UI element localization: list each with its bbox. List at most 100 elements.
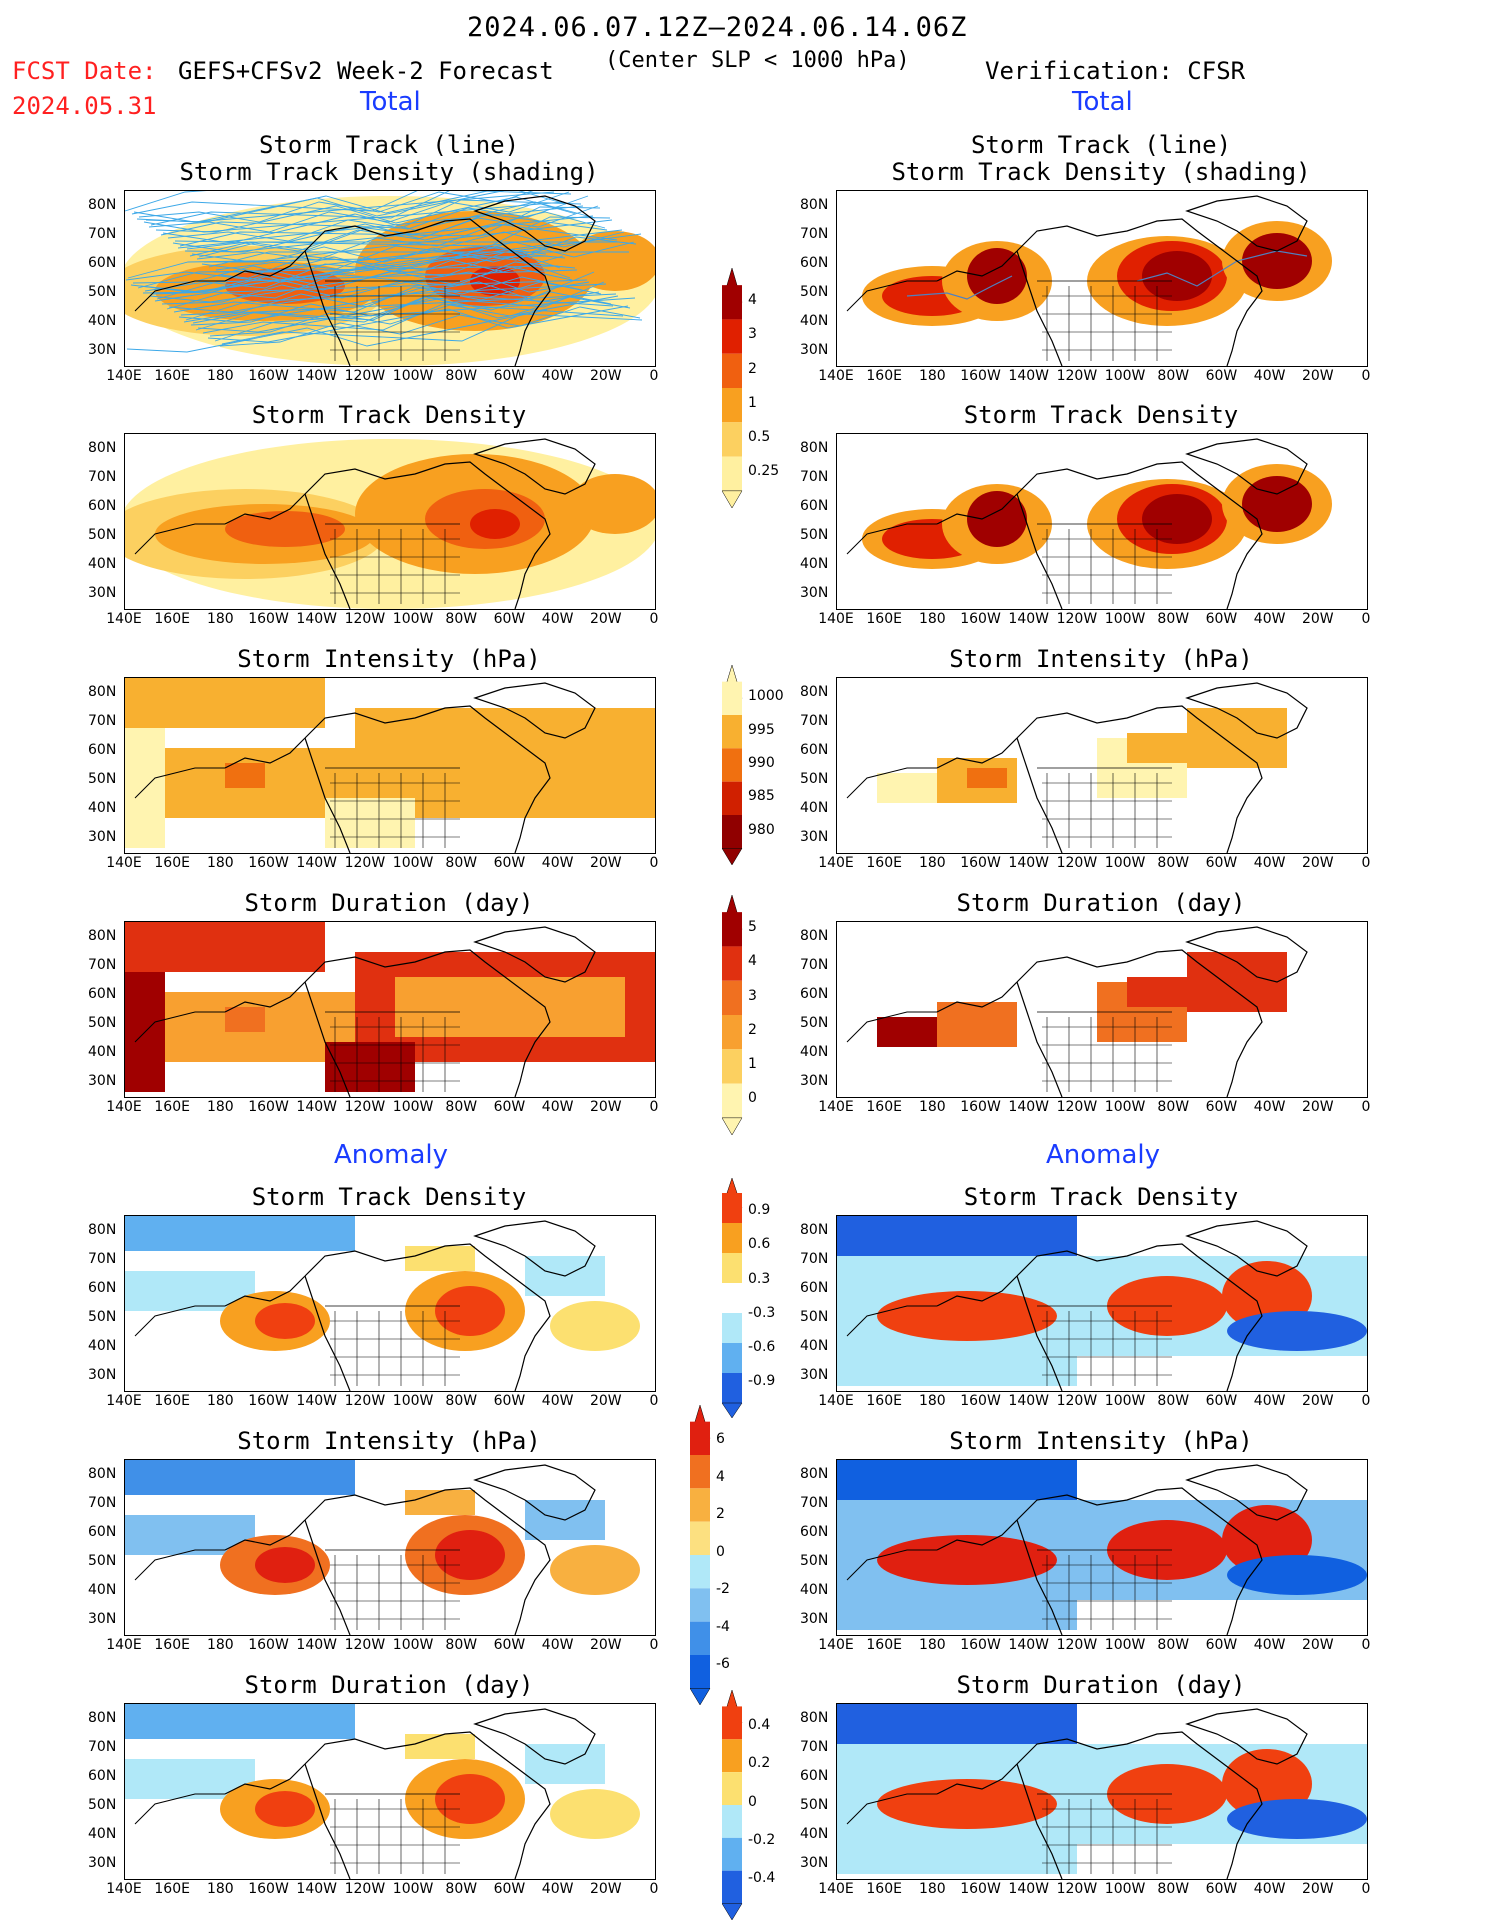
colorbar-segment bbox=[690, 1455, 710, 1489]
lat-label: 50N bbox=[800, 527, 829, 543]
map-line bbox=[134, 767, 225, 799]
lat-label: 70N bbox=[88, 713, 117, 729]
lon-label: 40W bbox=[1253, 1637, 1286, 1653]
lon-label: 140W bbox=[296, 1637, 338, 1653]
colorbar-label: -6 bbox=[716, 1656, 730, 1673]
panel-title: Storm Intensity (hPa) bbox=[949, 645, 1253, 673]
panel-title: Storm Track Density bbox=[963, 401, 1239, 429]
lon-label: 160E bbox=[866, 368, 902, 384]
colorbar-segment bbox=[722, 1343, 742, 1373]
map-line bbox=[473, 1708, 596, 1765]
lon-label: 0 bbox=[649, 611, 659, 627]
colorbar bbox=[722, 268, 743, 508]
lat-label: 70N bbox=[800, 1739, 829, 1755]
colorbar-segment bbox=[722, 285, 742, 320]
lon-label: 120W bbox=[1056, 1099, 1098, 1115]
lon-label: 40W bbox=[1253, 1099, 1286, 1115]
lon-label: 160E bbox=[154, 1393, 190, 1409]
lon-label: 0 bbox=[1361, 1881, 1371, 1897]
lon-label: 0 bbox=[1361, 855, 1371, 871]
map-line bbox=[1016, 461, 1263, 609]
lat-label: 60N bbox=[88, 1768, 117, 1784]
colorbar-label: -2 bbox=[716, 1581, 730, 1598]
map-line bbox=[134, 1793, 225, 1825]
lat-label: 70N bbox=[88, 1739, 117, 1755]
shading-cell bbox=[570, 231, 655, 291]
shading-cell bbox=[435, 1530, 505, 1580]
lon-label: 180 bbox=[206, 1099, 234, 1115]
colorbar-tip-bottom bbox=[690, 1688, 711, 1705]
map-line bbox=[224, 493, 306, 525]
colorbar-segment bbox=[722, 980, 742, 1015]
lon-label: 120W bbox=[344, 611, 386, 627]
lat-label: 30N bbox=[88, 829, 117, 845]
map-canvas bbox=[125, 678, 655, 853]
lon-label: 160E bbox=[866, 1881, 902, 1897]
lon-label: 80W bbox=[445, 611, 478, 627]
lat-label: 50N bbox=[800, 1553, 829, 1569]
lon-label: 140E bbox=[106, 1637, 142, 1653]
panel-title-line2: Storm Track Density (shading) bbox=[179, 158, 599, 186]
colorbar-label: -0.3 bbox=[748, 1304, 776, 1321]
colorbar-segment bbox=[722, 1837, 742, 1871]
lon-label: 180 bbox=[206, 368, 234, 384]
colorbar-label: -0.6 bbox=[748, 1339, 776, 1356]
map-panel bbox=[836, 190, 1368, 367]
shading-cell bbox=[570, 474, 655, 534]
map-line bbox=[179, 206, 601, 247]
colorbar-segment bbox=[722, 1083, 742, 1118]
lon-label: 140W bbox=[1008, 1637, 1050, 1653]
map-panel bbox=[124, 921, 656, 1098]
map-line bbox=[224, 981, 306, 1013]
shading-cell bbox=[550, 1301, 640, 1351]
lat-label: 30N bbox=[88, 1855, 117, 1871]
panel-title: Storm Track Density bbox=[251, 401, 527, 429]
lat-label: 50N bbox=[800, 771, 829, 787]
map-line bbox=[198, 241, 619, 258]
lon-label: 40W bbox=[541, 855, 574, 871]
map-panel bbox=[124, 1703, 656, 1880]
lon-label: 160E bbox=[866, 855, 902, 871]
lon-label: 20W bbox=[1301, 1099, 1334, 1115]
map-line bbox=[1016, 1519, 1063, 1635]
lat-label: 60N bbox=[800, 255, 829, 271]
colorbar-label: 5 bbox=[748, 919, 757, 935]
map-panel bbox=[124, 1459, 656, 1636]
shading-cell bbox=[395, 733, 625, 793]
map-line bbox=[936, 493, 1018, 525]
lon-label: 160W bbox=[248, 611, 289, 627]
lon-label: 160E bbox=[154, 1099, 190, 1115]
panel-title: Storm Intensity (hPa) bbox=[237, 1427, 541, 1455]
shading-cell bbox=[125, 1216, 355, 1251]
lat-label: 80N bbox=[88, 928, 117, 944]
lon-label: 140E bbox=[818, 855, 854, 871]
lat-label: 80N bbox=[800, 440, 829, 456]
shading-cell bbox=[1142, 251, 1212, 301]
lat-label: 30N bbox=[88, 1367, 117, 1383]
panel-title: Storm Intensity (hPa) bbox=[237, 645, 541, 673]
colorbar-segment bbox=[722, 781, 742, 815]
lon-label: 160E bbox=[866, 611, 902, 627]
colorbar-segment bbox=[722, 1739, 742, 1773]
shading-cell bbox=[1127, 733, 1187, 763]
map-line bbox=[1016, 218, 1263, 366]
colorbar-label: 2 bbox=[748, 1021, 757, 1038]
lon-label: 60W bbox=[493, 611, 526, 627]
map-line bbox=[473, 1464, 596, 1521]
lon-label: 140W bbox=[1008, 855, 1050, 871]
lon-label: 20W bbox=[589, 1637, 622, 1653]
colorbar-segment bbox=[722, 1049, 742, 1084]
map-line bbox=[846, 523, 937, 555]
map-line bbox=[936, 250, 1018, 282]
lon-label: 80W bbox=[1157, 611, 1190, 627]
lon-label: 160E bbox=[154, 1637, 190, 1653]
section-anomaly-right: Anomaly bbox=[1046, 1140, 1161, 1170]
colorbar-label: 0.4 bbox=[748, 1716, 771, 1733]
lon-label: 80W bbox=[445, 1637, 478, 1653]
colorbar-segment bbox=[722, 1772, 742, 1805]
lon-label: 180 bbox=[918, 1099, 946, 1115]
lat-label: 70N bbox=[800, 957, 829, 973]
lat-label: 60N bbox=[800, 986, 829, 1002]
map-canvas bbox=[125, 191, 655, 366]
lon-label: 80W bbox=[1157, 1881, 1190, 1897]
